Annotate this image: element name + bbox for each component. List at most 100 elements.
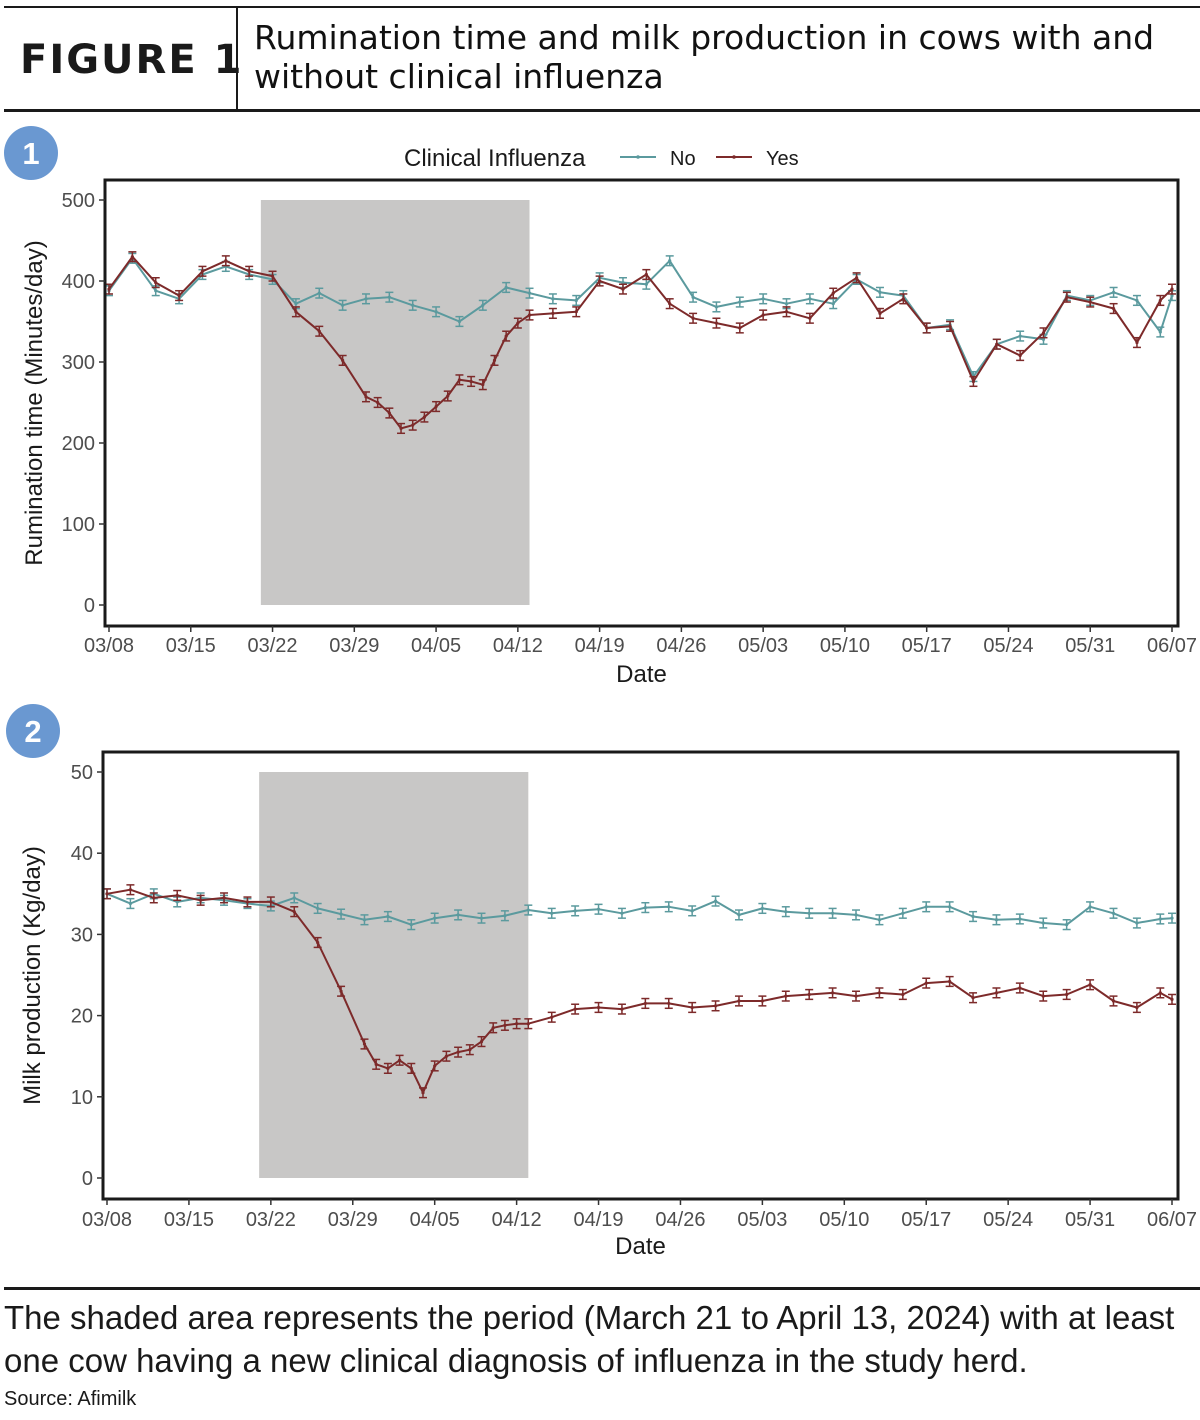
data-point <box>126 897 135 910</box>
data-point <box>805 988 814 1001</box>
data-point-marker <box>831 302 835 306</box>
data-point-marker <box>1065 992 1069 997</box>
data-point-marker <box>1135 1005 1139 1010</box>
data-point <box>455 374 464 386</box>
data-point-marker <box>444 1054 448 1058</box>
data-point <box>805 312 814 324</box>
y-tick-label: 10 <box>71 1087 93 1109</box>
data-point-marker <box>1041 337 1046 341</box>
data-point <box>594 903 603 915</box>
data-point <box>571 1003 580 1015</box>
data-point <box>734 909 743 921</box>
data-point-marker <box>621 287 625 291</box>
data-point-marker <box>269 900 273 904</box>
data-point-marker <box>339 912 343 916</box>
data-point-marker <box>878 290 882 294</box>
data-point-marker <box>738 300 742 304</box>
data-point-marker <box>1158 330 1162 334</box>
data-point-marker <box>855 276 859 280</box>
legend-swatch-marker <box>732 155 736 159</box>
data-point-marker <box>901 297 905 301</box>
data-point <box>1062 291 1071 303</box>
data-point-marker <box>948 324 952 328</box>
data-point <box>735 322 744 334</box>
data-point <box>641 997 650 1010</box>
data-point <box>397 422 406 435</box>
x-tick-label: 03/22 <box>246 1209 296 1231</box>
data-point-marker <box>737 999 741 1003</box>
data-point-marker <box>364 297 368 301</box>
data-point <box>664 901 673 913</box>
data-point <box>1156 913 1165 925</box>
data-point-marker <box>397 1058 402 1062</box>
data-point-marker <box>386 1066 390 1070</box>
data-point <box>689 291 698 303</box>
data-point-marker <box>1170 916 1174 920</box>
data-point <box>828 907 837 919</box>
data-point-marker <box>177 293 181 298</box>
data-point <box>852 990 861 1002</box>
series-line <box>108 255 1173 430</box>
data-point-marker <box>573 909 577 913</box>
data-point <box>338 354 347 366</box>
data-point <box>395 1054 404 1066</box>
data-point-marker <box>387 295 391 299</box>
x-tick-label: 05/17 <box>902 635 952 657</box>
data-point <box>489 1022 498 1034</box>
data-point-marker <box>456 1050 460 1054</box>
data-point-marker <box>364 395 368 399</box>
data-point <box>1109 302 1118 315</box>
data-point-marker <box>994 991 999 995</box>
data-point <box>1015 913 1024 925</box>
data-point <box>360 1038 369 1050</box>
data-point-marker <box>516 321 520 325</box>
data-point-marker <box>877 918 882 922</box>
data-point-marker <box>714 321 719 325</box>
data-point-marker <box>479 916 484 920</box>
data-point <box>245 265 254 277</box>
data-point-marker <box>316 940 320 945</box>
data-point <box>432 400 441 413</box>
data-point-marker <box>457 378 462 382</box>
data-point-marker <box>175 900 179 904</box>
panel-badge-circle <box>6 704 60 758</box>
data-point-marker <box>317 291 321 295</box>
data-point-marker <box>948 905 952 909</box>
data-point <box>513 317 522 329</box>
data-point <box>711 895 720 907</box>
data-point-marker <box>971 996 975 1000</box>
data-point-marker <box>573 1007 577 1011</box>
y-tick-label: 40 <box>71 843 93 865</box>
x-tick-label: 06/07 <box>1147 635 1197 657</box>
data-point-marker <box>479 1039 484 1044</box>
x-tick-label: 03/22 <box>248 635 298 657</box>
data-point-marker <box>550 1015 554 1019</box>
plot-frame <box>103 178 1180 628</box>
y-tick-label: 300 <box>62 352 95 374</box>
x-tick-label: 04/19 <box>574 1209 624 1231</box>
data-point <box>1086 296 1095 308</box>
data-point <box>455 315 464 328</box>
data-point-marker <box>481 303 485 307</box>
data-point <box>665 298 674 310</box>
data-point-marker <box>504 285 508 290</box>
data-point <box>735 296 744 308</box>
data-point-marker <box>971 379 976 384</box>
data-point <box>149 892 158 904</box>
data-point-marker <box>386 914 390 919</box>
data-point <box>338 299 347 311</box>
legend-swatch-marker <box>636 155 640 159</box>
data-point-marker <box>154 289 158 293</box>
data-point <box>221 255 230 267</box>
data-point-marker <box>971 914 975 919</box>
data-point <box>875 987 884 999</box>
data-point <box>899 293 908 305</box>
data-point-marker <box>784 302 789 306</box>
data-point <box>781 990 790 1002</box>
data-point-marker <box>761 313 765 317</box>
data-point <box>1086 979 1095 991</box>
data-point-marker <box>341 358 345 362</box>
data-point-marker <box>668 259 672 263</box>
data-point <box>500 1019 509 1031</box>
figure-caption: The shaded area represents the period (M… <box>4 1299 1175 1379</box>
